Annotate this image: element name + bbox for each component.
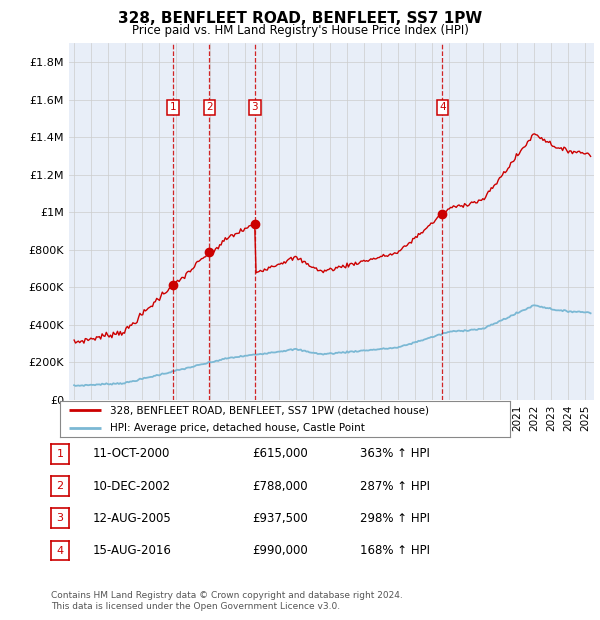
Text: £788,000: £788,000 <box>252 480 308 492</box>
Text: £937,500: £937,500 <box>252 512 308 525</box>
Text: 1: 1 <box>169 102 176 112</box>
Text: 298% ↑ HPI: 298% ↑ HPI <box>360 512 430 525</box>
Text: 12-AUG-2005: 12-AUG-2005 <box>93 512 172 525</box>
Text: £615,000: £615,000 <box>252 448 308 460</box>
Text: 363% ↑ HPI: 363% ↑ HPI <box>360 448 430 460</box>
Text: 168% ↑ HPI: 168% ↑ HPI <box>360 544 430 557</box>
Text: 328, BENFLEET ROAD, BENFLEET, SS7 1PW (detached house): 328, BENFLEET ROAD, BENFLEET, SS7 1PW (d… <box>110 405 428 415</box>
Text: 287% ↑ HPI: 287% ↑ HPI <box>360 480 430 492</box>
Text: Contains HM Land Registry data © Crown copyright and database right 2024.
This d: Contains HM Land Registry data © Crown c… <box>51 591 403 611</box>
Text: 1: 1 <box>56 449 64 459</box>
Text: 3: 3 <box>251 102 258 112</box>
Text: 15-AUG-2016: 15-AUG-2016 <box>93 544 172 557</box>
Text: Price paid vs. HM Land Registry's House Price Index (HPI): Price paid vs. HM Land Registry's House … <box>131 24 469 37</box>
Text: 328, BENFLEET ROAD, BENFLEET, SS7 1PW: 328, BENFLEET ROAD, BENFLEET, SS7 1PW <box>118 11 482 25</box>
Text: 2: 2 <box>206 102 213 112</box>
Text: 4: 4 <box>56 546 64 556</box>
Text: 3: 3 <box>56 513 64 523</box>
Text: £990,000: £990,000 <box>252 544 308 557</box>
Text: 4: 4 <box>439 102 446 112</box>
Text: 11-OCT-2000: 11-OCT-2000 <box>93 448 170 460</box>
Text: 10-DEC-2002: 10-DEC-2002 <box>93 480 171 492</box>
Text: HPI: Average price, detached house, Castle Point: HPI: Average price, detached house, Cast… <box>110 423 364 433</box>
Text: 2: 2 <box>56 481 64 491</box>
